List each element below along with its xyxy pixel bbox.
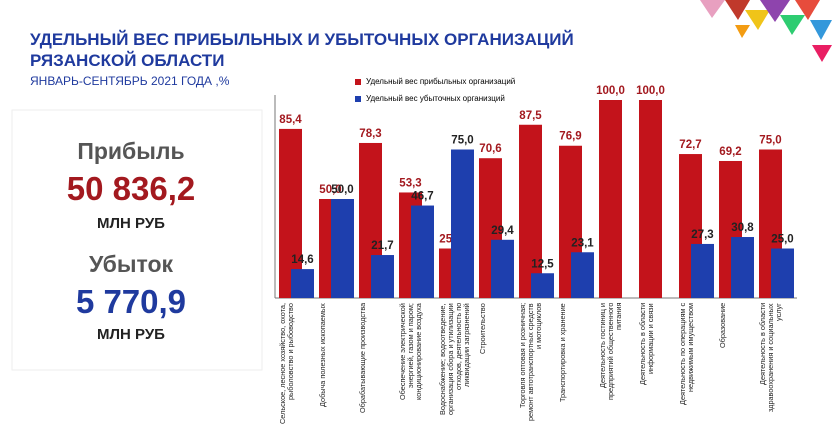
x-tick-label: Деятельность в области информации и связ… [639, 303, 655, 386]
title-line: УДЕЛЬНЫЙ ВЕС ПРИБЫЛЬНЫХ И УБЫТОЧНЫХ ОРГА… [30, 30, 574, 49]
value-label: 100,0 [596, 85, 625, 97]
bar [731, 237, 754, 298]
legend-label: Удельный вес прибыльных организаций [366, 77, 515, 86]
value-label: 100,0 [636, 85, 665, 97]
value-label: 85,4 [279, 114, 302, 126]
loss-label: Убыток [88, 251, 174, 277]
value-label: 23,1 [571, 237, 594, 249]
x-tick-label: Транспортировка и хранение [559, 303, 567, 402]
bar [599, 100, 622, 298]
bar [531, 273, 554, 298]
legend-label: Удельный вес убыточных организций [366, 94, 505, 103]
title-line: РЯЗАНСКОЙ ОБЛАСТИ [30, 51, 225, 70]
bar [571, 252, 594, 298]
profit-value: 50 836,2 [66, 170, 196, 207]
bar [691, 243, 714, 298]
loss-unit: МЛН РУБ [97, 326, 165, 343]
value-label: 69,2 [719, 146, 741, 158]
x-tick-label: Торговля оптовая и розничная; ремонт авт… [519, 303, 543, 421]
legend-swatch [355, 79, 361, 85]
x-tick-label: Деятельность гостиниц и предприятий обще… [599, 303, 623, 401]
bar [519, 124, 542, 298]
decoration [700, 0, 832, 62]
x-tick-label: Обрабатывающие производства [359, 303, 367, 414]
value-label: 76,9 [559, 131, 581, 143]
value-label: 70,6 [479, 143, 501, 155]
x-tick-label: Строительство [479, 303, 487, 354]
value-label: 27,3 [691, 229, 713, 241]
x-tick-label: Водоснабжение; водоотведение, организаци… [439, 303, 471, 415]
bar [411, 205, 434, 298]
value-label: 46,7 [411, 191, 433, 203]
value-label: 72,7 [679, 139, 701, 151]
bar [491, 239, 514, 298]
x-tick-label: Образование [719, 303, 727, 349]
value-label: 50,0 [319, 184, 341, 196]
bar [371, 255, 394, 298]
value-label: 78,3 [359, 128, 381, 140]
loss-value: 5 770,9 [75, 283, 187, 320]
bar [291, 269, 314, 298]
x-tick-label: Обеспечение электрической энергией, газо… [399, 303, 423, 400]
x-tick-label: Деятельность в области здравоохранения и… [759, 303, 783, 412]
x-tick-label: Добыча полезных ископаемых [319, 303, 327, 407]
bar [331, 199, 354, 298]
value-label: 12,5 [531, 258, 554, 270]
value-label: 21,7 [371, 240, 393, 252]
value-label: 29,4 [491, 225, 514, 237]
value-label: 14,6 [291, 254, 313, 266]
bar [279, 128, 302, 298]
legend-swatch [355, 96, 361, 102]
x-tick-label: Деятельность по операциям с недвижимым и… [679, 303, 695, 406]
bar [639, 100, 662, 298]
bar [771, 248, 794, 298]
value-label: 30,8 [731, 222, 754, 234]
x-tick-label: Сельское, лесное хозяйство, охота, рыбол… [279, 303, 295, 424]
value-label: 87,5 [519, 110, 542, 122]
subtitle: ЯНВАРЬ-СЕНТЯБРЬ 2021 ГОДА ,% [30, 74, 230, 88]
summary-panel [11, 109, 263, 371]
value-label: 50,0 [331, 184, 353, 196]
profit-label: Прибыль [77, 138, 185, 164]
value-label: 75,0 [759, 135, 781, 147]
profit-unit: МЛН РУБ [97, 215, 165, 232]
value-label: 25,0 [771, 234, 793, 246]
value-label: 75,0 [451, 135, 473, 147]
bar [451, 149, 474, 298]
value-label: 53,3 [399, 177, 421, 189]
